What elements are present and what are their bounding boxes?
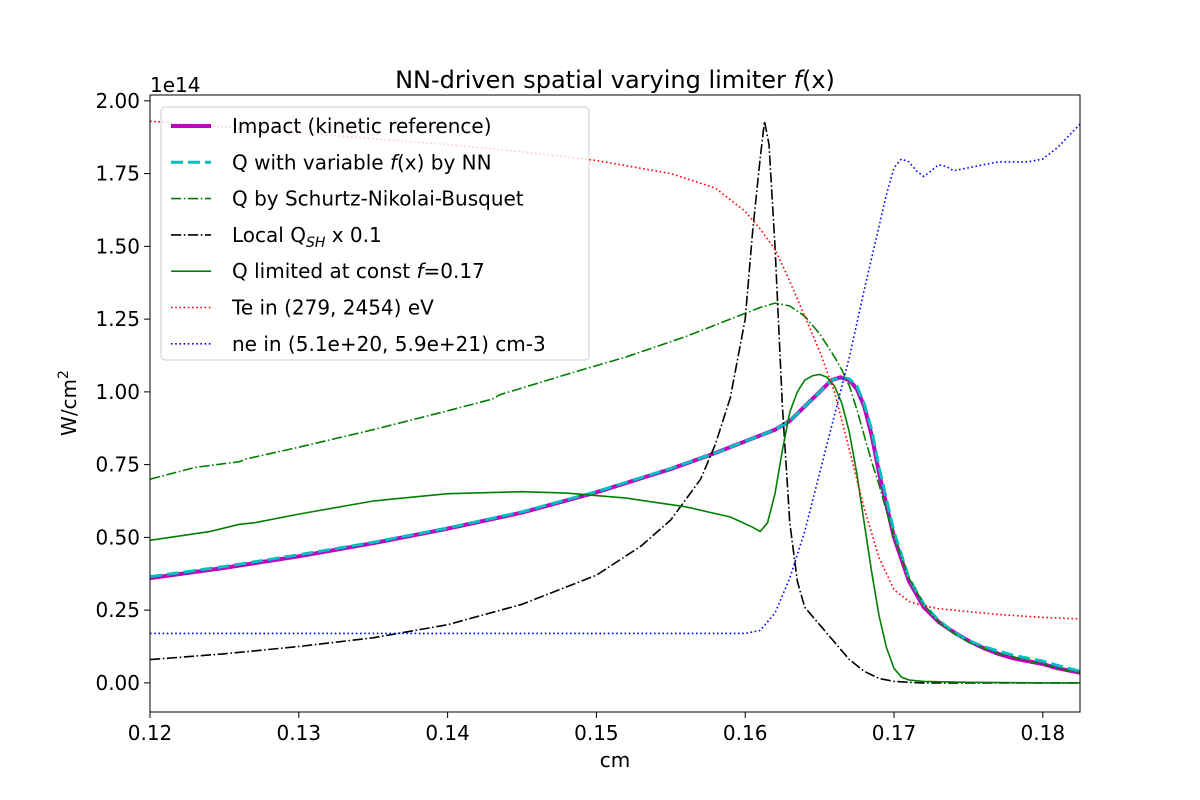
series-line-3 — [150, 302, 1080, 674]
legend-label-2: Q with variable f(x) by NN — [232, 150, 492, 174]
x-axis: 0.12 0.13 0.14 0.15 0.16 0.17 0.18 — [128, 712, 1065, 745]
x-tick-label: 0.12 — [128, 721, 173, 745]
series-line-2 — [150, 375, 1080, 673]
legend-label-1: Impact (kinetic reference) — [232, 114, 492, 138]
y-axis: 0.00 0.25 0.50 0.75 1.00 1.25 1.50 1.75 2.00 — [95, 89, 150, 695]
y-tick-label: 1.25 — [95, 307, 140, 331]
series-layer — [150, 120, 1080, 684]
legend: Impact (kinetic reference) Q with variabl… — [160, 106, 590, 361]
legend-label-3: Q by Schurtz-Nikolai-Busquet — [232, 187, 524, 211]
x-tick-label: 0.16 — [723, 721, 768, 745]
y-tick-label: 1.50 — [95, 234, 140, 258]
y-tick-label: 0.75 — [95, 453, 140, 477]
legend-label-6: Te in (279, 2454) eV — [231, 296, 434, 320]
chart-title: NN-driven spatial varying limiter f(x) — [395, 66, 835, 94]
legend-label-4: Local QSH x 0.1 — [232, 223, 382, 251]
x-axis-label: cm — [600, 748, 630, 772]
x-tick-label: 0.17 — [872, 721, 917, 745]
series-line-7 — [150, 123, 1080, 635]
y-tick-label: 0.50 — [95, 525, 140, 549]
y-tick-label: 1.75 — [95, 162, 140, 186]
legend-label-7: ne in (5.1e+20, 5.9e+21) cm-3 — [232, 332, 546, 356]
series-line-4 — [150, 120, 1080, 684]
series-line-5 — [150, 373, 1080, 684]
x-tick-label: 0.15 — [574, 721, 619, 745]
y-tick-label: 0.00 — [95, 671, 140, 695]
x-tick-label: 0.13 — [277, 721, 322, 745]
y-tick-label: 0.25 — [95, 598, 140, 622]
plot-frame — [149, 94, 1081, 713]
y-axis-label: W/cm2 — [56, 370, 81, 436]
legend-box — [160, 106, 590, 361]
y-tick-label: 2.00 — [95, 89, 140, 113]
legend-label-5: Q limited at const f=0.17 — [232, 259, 485, 283]
x-tick-label: 0.14 — [425, 721, 470, 745]
x-tick-label: 0.18 — [1021, 721, 1066, 745]
y-offset-label: 1e14 — [150, 73, 200, 97]
y-tick-label: 1.00 — [95, 380, 140, 404]
